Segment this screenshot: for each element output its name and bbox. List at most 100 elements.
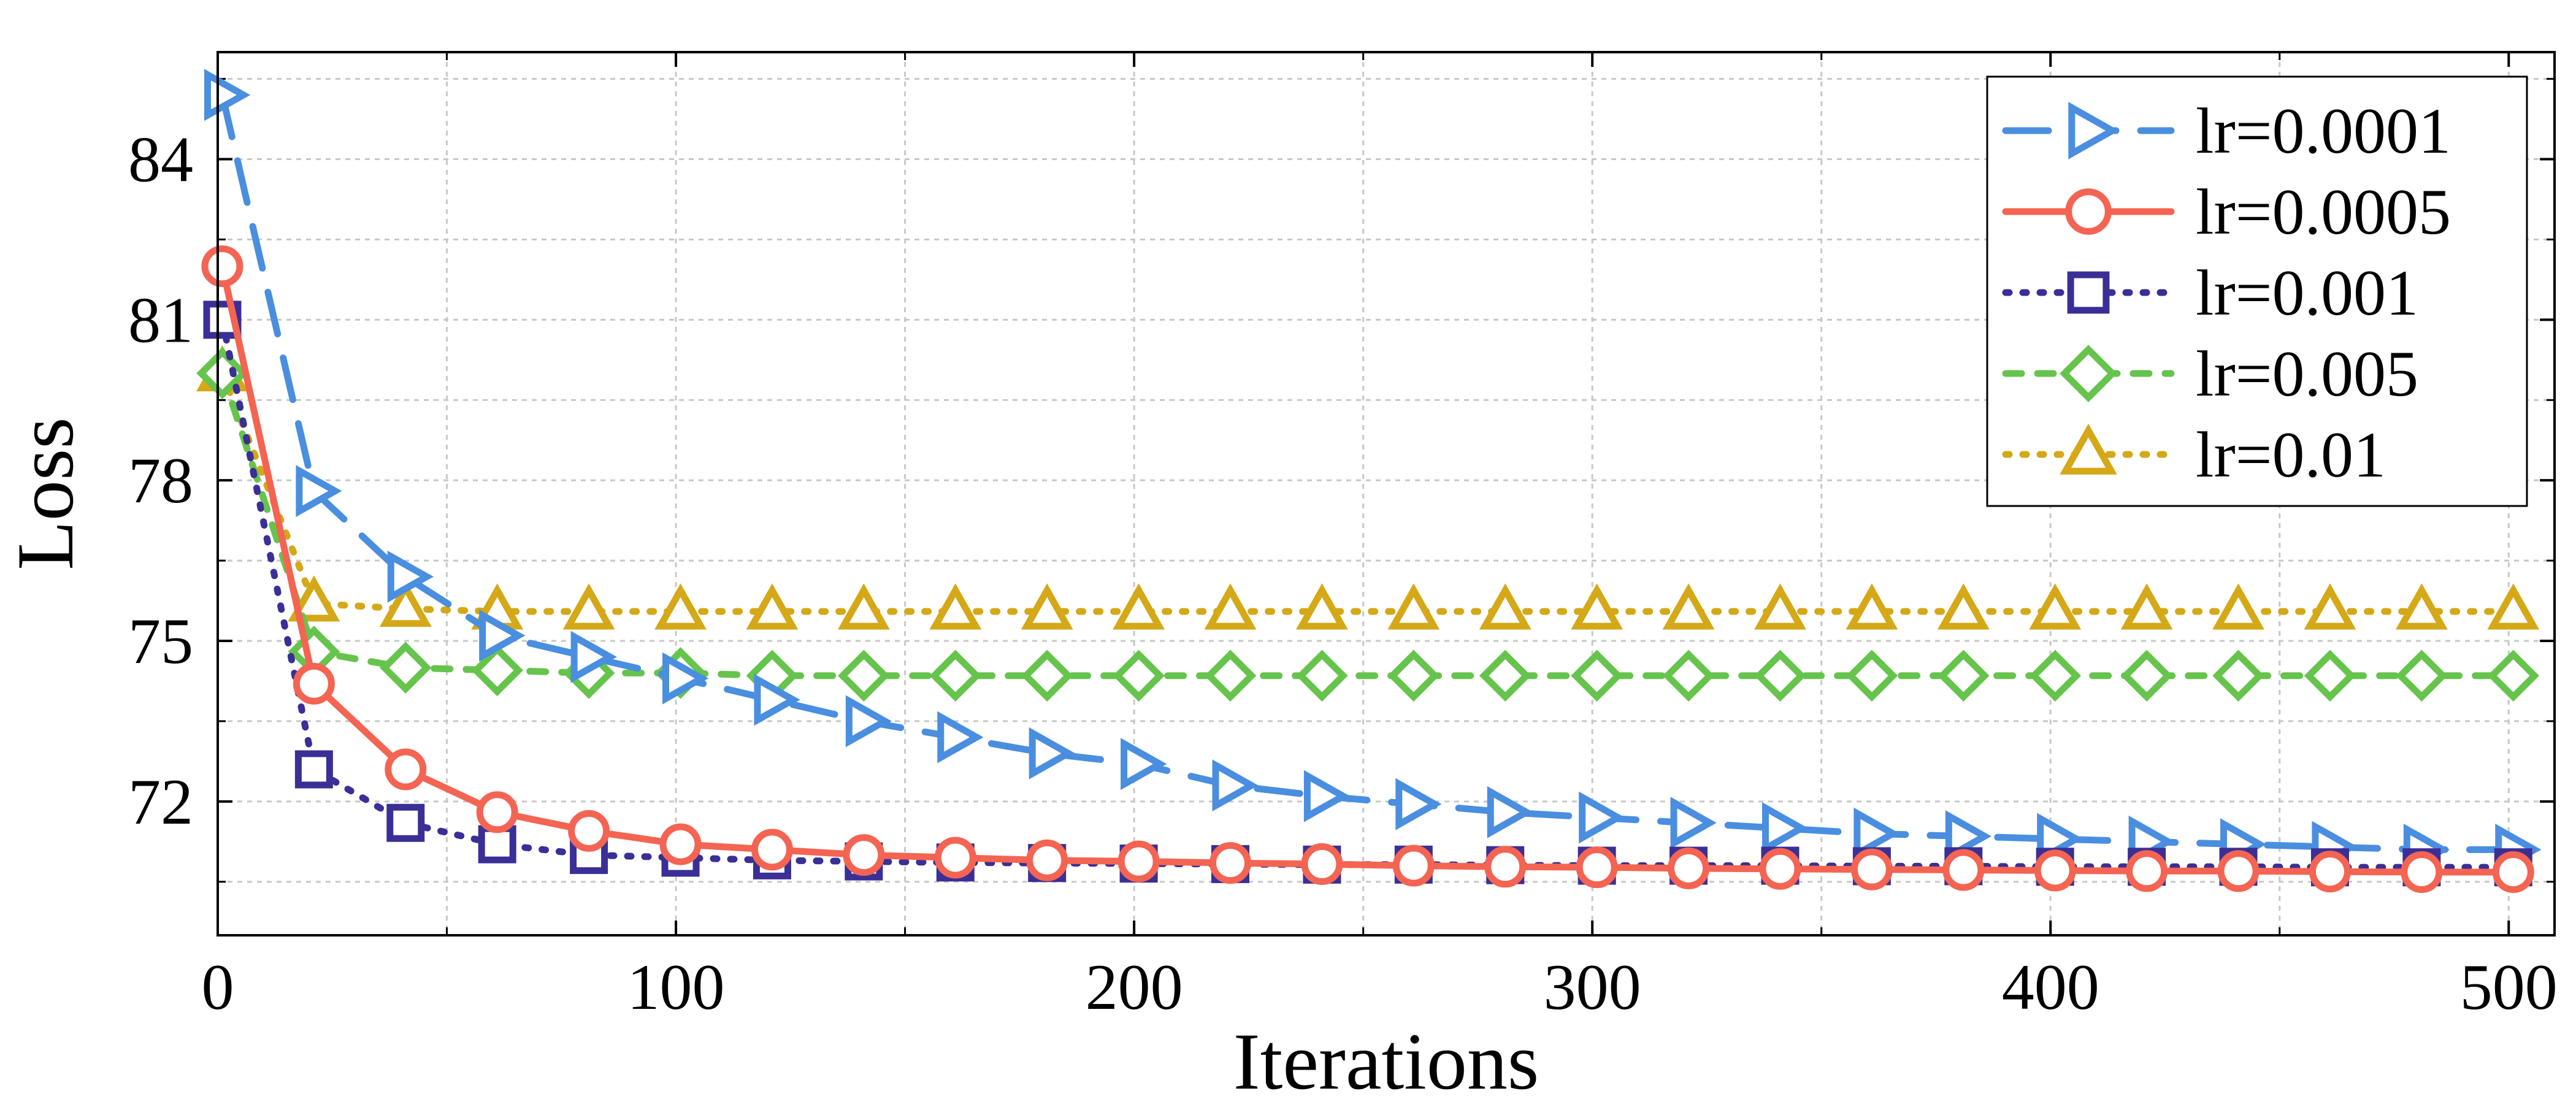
data-point xyxy=(293,662,335,705)
legend-label: lr=0.0001 xyxy=(2196,95,2451,167)
data-point xyxy=(2212,649,2264,702)
data-point xyxy=(1387,583,1440,630)
legend-item: lr=0.0005 xyxy=(2002,176,2451,248)
data-point xyxy=(1571,649,1623,702)
legend-item: lr=0.001 xyxy=(2002,257,2418,329)
data-point xyxy=(1662,583,1715,630)
x-axis-title: Iterations xyxy=(1233,1016,1539,1104)
data-point xyxy=(201,245,243,288)
legend-marker xyxy=(2060,423,2117,475)
data-point xyxy=(2029,649,2081,702)
data-point xyxy=(1484,846,1527,888)
data-point xyxy=(2396,649,2448,702)
series-lr=0.01 xyxy=(196,345,2540,630)
data-point xyxy=(929,583,982,630)
data-point xyxy=(1846,583,1898,630)
data-point xyxy=(379,580,432,627)
legend-marker xyxy=(2060,345,2117,402)
data-point xyxy=(929,649,982,702)
data-point xyxy=(2120,583,2173,630)
data-point xyxy=(2401,851,2443,894)
legend-item: lr=0.0001 xyxy=(2002,95,2451,167)
data-point xyxy=(2029,583,2082,630)
data-point xyxy=(838,649,890,702)
data-point xyxy=(1668,847,1710,889)
data-point xyxy=(1761,802,1809,854)
data-point xyxy=(2126,850,2168,892)
data-point xyxy=(2034,849,2076,892)
data-point xyxy=(479,609,526,662)
data-point xyxy=(1945,810,1991,862)
data-point xyxy=(1021,649,1073,702)
data-point xyxy=(1296,649,1348,702)
data-point xyxy=(386,803,425,842)
data-point xyxy=(568,810,610,852)
data-point xyxy=(1479,583,1531,630)
legend-marker xyxy=(2068,102,2120,159)
data-point xyxy=(754,673,800,726)
data-point xyxy=(1295,583,1348,630)
data-point xyxy=(1937,583,1990,630)
data-point xyxy=(1571,583,1623,630)
data-point xyxy=(1117,840,1160,883)
data-point xyxy=(2487,649,2540,702)
data-point xyxy=(837,583,890,630)
data-point xyxy=(937,711,984,764)
y-tick-label: 75 xyxy=(128,605,193,677)
data-point xyxy=(196,347,248,399)
data-point xyxy=(1850,848,1893,891)
data-point xyxy=(294,750,333,789)
data-point xyxy=(1209,842,1251,884)
legend-marker xyxy=(2067,271,2110,314)
legend-label: lr=0.005 xyxy=(2196,338,2418,410)
data-point xyxy=(1759,848,1801,890)
data-point xyxy=(2395,583,2448,630)
data-point xyxy=(570,630,617,683)
data-point xyxy=(2487,583,2540,630)
data-point xyxy=(1121,738,1167,791)
data-point xyxy=(662,652,709,705)
y-axis-title: Loss xyxy=(0,417,90,570)
data-point xyxy=(845,695,892,748)
data-point xyxy=(1487,786,1533,838)
series-lr=0.0005 xyxy=(201,245,2534,894)
data-point xyxy=(1576,846,1618,889)
y-tick-label: 81 xyxy=(128,284,193,356)
data-point xyxy=(1938,649,1990,702)
legend-marker xyxy=(2065,188,2112,235)
legend-item: lr=0.01 xyxy=(2002,419,2386,491)
data-point xyxy=(654,583,707,630)
data-point xyxy=(1670,797,1717,849)
data-point xyxy=(1303,770,1351,822)
x-tick-label: 100 xyxy=(627,951,725,1023)
data-point xyxy=(1754,649,1806,702)
data-point xyxy=(1392,845,1435,887)
data-point xyxy=(471,644,523,697)
data-point xyxy=(1113,583,1165,630)
x-tick-label: 300 xyxy=(1544,951,1641,1023)
data-point xyxy=(1113,649,1165,702)
data-point xyxy=(1853,807,1900,860)
data-point xyxy=(288,575,340,622)
series-lr=0.0001 xyxy=(204,69,2542,876)
data-point xyxy=(2304,583,2356,630)
series-lr=0.005 xyxy=(196,347,2540,702)
data-point xyxy=(2309,851,2351,893)
data-point xyxy=(1204,649,1257,702)
data-point xyxy=(1479,649,1531,702)
data-point xyxy=(1026,839,1068,881)
y-tick-label: 78 xyxy=(128,445,193,516)
data-point xyxy=(387,550,434,603)
data-point xyxy=(1204,583,1257,630)
legend-label: lr=0.0005 xyxy=(2196,176,2451,248)
data-point xyxy=(2492,851,2534,894)
data-point xyxy=(1029,727,1075,779)
y-tick-label: 84 xyxy=(128,124,193,196)
data-point xyxy=(2304,649,2356,702)
x-tick-label: 0 xyxy=(202,951,234,1023)
series-layer xyxy=(196,69,2542,894)
x-tick-label: 500 xyxy=(2460,951,2558,1023)
data-point xyxy=(478,825,516,864)
